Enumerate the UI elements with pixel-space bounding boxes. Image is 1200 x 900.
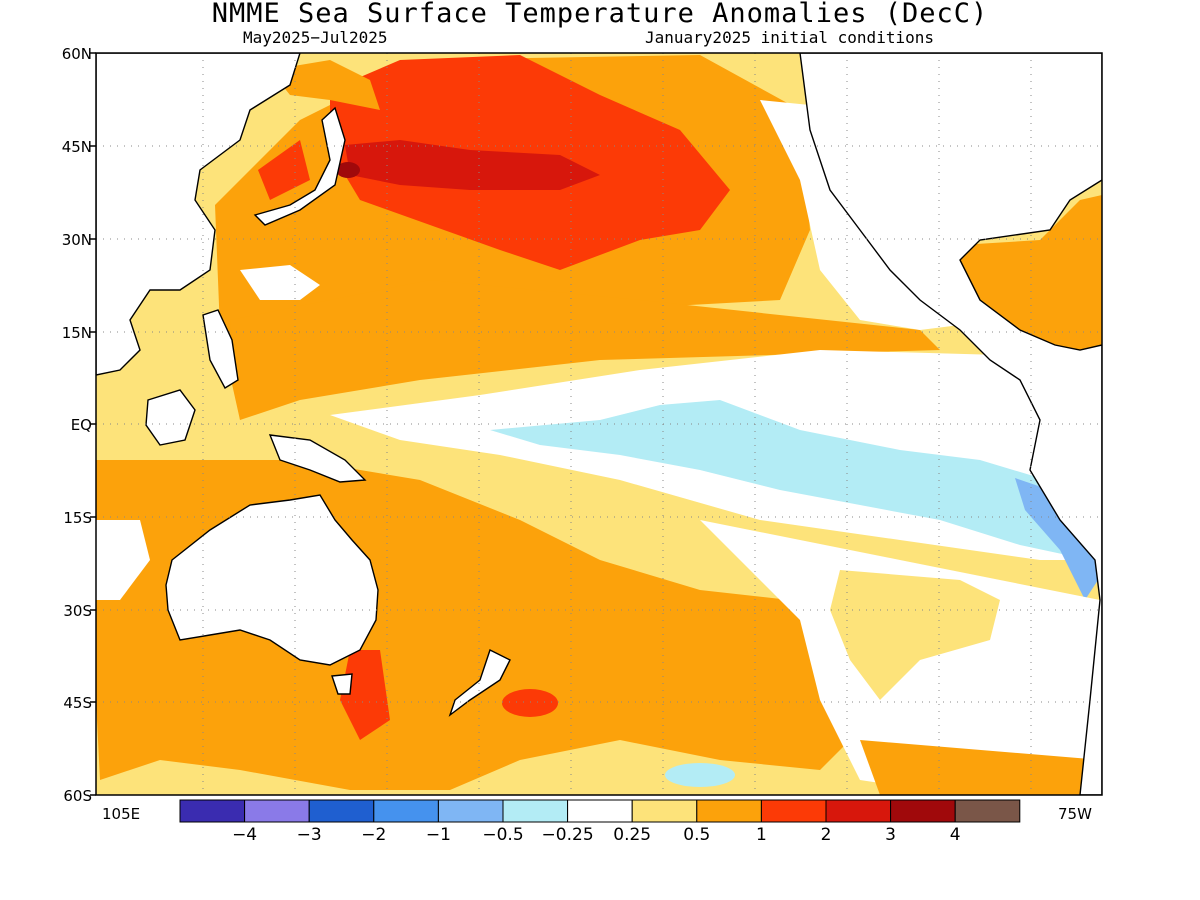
colorbar-swatch (179, 799, 246, 823)
southeast-asia-land (96, 53, 301, 376)
equatorial-cool-tongue (490, 400, 1102, 560)
borneo-land (145, 389, 196, 446)
okhotsk-warm-anomaly (270, 60, 380, 110)
southern-cool-patch (665, 763, 735, 787)
lat-label-45n: 45N (61, 138, 92, 156)
colorbar-swatch (760, 799, 827, 823)
lat-label-60n: 60N (61, 45, 92, 63)
colorbar-tick-label: 0.5 (683, 825, 711, 845)
southeast-pacific-weak-anomaly (830, 570, 1000, 700)
tropical-pacific-warm-band (230, 280, 940, 420)
philippines-land (202, 309, 239, 389)
colorbar-swatch (890, 799, 956, 823)
new-zealand-warm-anomaly (502, 689, 558, 717)
lon-label-75w: 75W (1058, 805, 1092, 823)
lat-label-45s: 45S (63, 694, 92, 712)
lat-label-30n: 30N (61, 231, 92, 249)
lat-label-15s: 15S (63, 509, 92, 527)
colorbar-swatch (696, 799, 762, 823)
colorbar-tick-label: −3 (296, 825, 322, 845)
new-guinea-land (268, 434, 367, 483)
lat-label-eq: EQ (70, 416, 92, 434)
anomaly-field (96, 53, 1102, 795)
lat-label-60s: 60S (63, 787, 92, 805)
coastal-cool-anomaly (1015, 478, 1098, 600)
colorbar-tick-label: 1 (755, 825, 767, 845)
map-title: NMME Sea Surface Temperature Anomalies (… (211, 0, 989, 29)
colorbar-swatch (437, 799, 504, 823)
colorbar-swatch (954, 799, 1021, 823)
lat-label-15n: 15N (61, 324, 92, 342)
colorbar-tick-label: −0.5 (482, 825, 524, 845)
colorbar-tick-label: 4 (949, 825, 961, 845)
southern-ocean-warm-band (860, 740, 1102, 795)
colorbar-tick-label: 3 (885, 825, 897, 845)
new-zealand-land (448, 649, 511, 717)
east-china-neutral (240, 265, 320, 300)
tasmania-land (331, 673, 353, 695)
colorbar-swatch (244, 799, 310, 823)
americas-land (799, 53, 1102, 795)
japan-sea-anomaly (258, 140, 310, 200)
forecast-period: May2025−Jul2025 (243, 28, 388, 47)
peak-anomaly (336, 162, 360, 178)
lon-label-105e: 105E (102, 805, 141, 823)
colorbar-swatch (825, 799, 892, 823)
colorbar-swatch (502, 799, 569, 823)
indian-ocean-neutral (96, 520, 150, 600)
colorbar (179, 799, 1021, 823)
tasman-warm-anomaly (340, 650, 390, 740)
colorbar-swatch (567, 799, 633, 823)
initial-conditions: January2025 initial conditions (645, 28, 934, 47)
colorbar-swatch (373, 799, 439, 823)
lat-ticks (90, 52, 96, 796)
colorbar-tick-label: −2 (361, 825, 387, 845)
colorbar-tick-label: −0.25 (541, 825, 594, 845)
colorbar-swatch (308, 799, 375, 823)
colorbar-tick-label: −1 (425, 825, 451, 845)
colorbar-swatch (631, 799, 698, 823)
lat-label-30s: 30S (63, 602, 92, 620)
australia-land (165, 494, 379, 666)
colorbar-tick-label: 2 (820, 825, 832, 845)
colorbar-tick-label: −4 (232, 825, 258, 845)
japan-land (253, 106, 346, 226)
kuroshio-strong-anomaly (345, 140, 600, 190)
colorbar-tick-label: 0.25 (613, 825, 652, 845)
gridlines (96, 53, 1102, 795)
